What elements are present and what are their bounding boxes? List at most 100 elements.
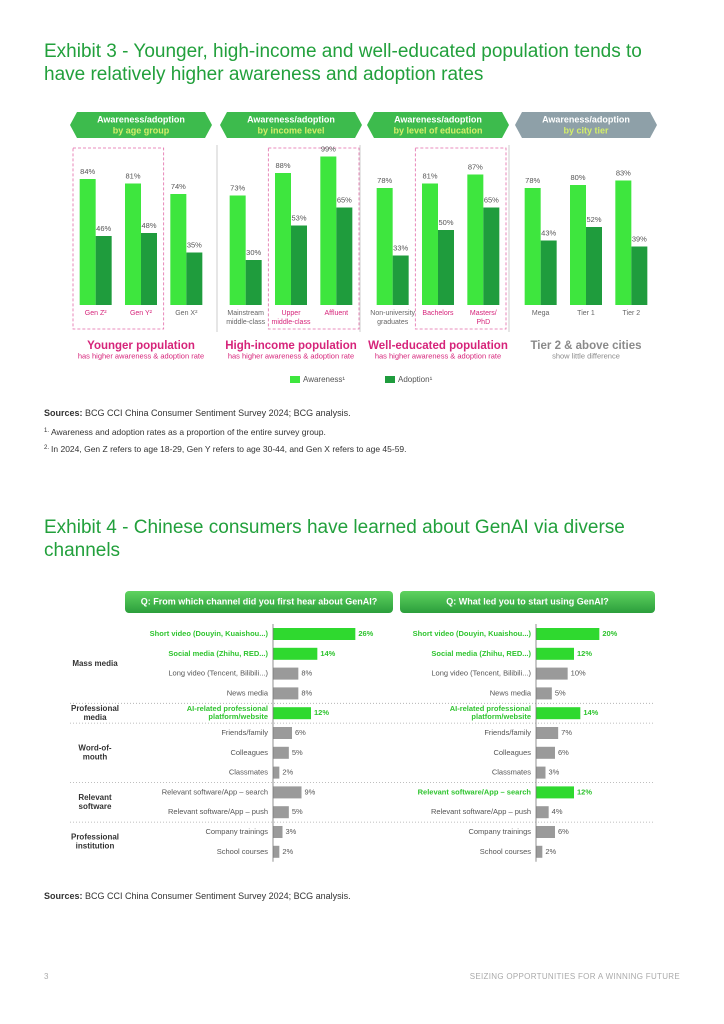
category-label: School courses [217,847,269,856]
panel-header-title: Awareness/adoption [247,114,335,124]
category-label: Long video (Tencent, Bilibili...) [168,669,268,678]
category-label: Gen Y² [130,310,153,317]
bar [536,707,581,720]
group-label: Professional [71,704,119,713]
value-label: 12% [577,787,592,796]
bar [273,806,289,819]
value-label: 8% [301,669,312,678]
bar [536,845,543,858]
panel-header [367,112,509,138]
value-label: 14% [320,649,335,658]
bar [125,183,141,305]
bar [273,628,356,640]
bar [273,845,280,858]
bar [170,194,187,305]
question-text: Q: From which channel did you first hear… [141,596,378,606]
value-label: 33% [393,243,408,252]
category-label: School courses [480,847,532,856]
value-label: 10% [571,669,586,678]
bar [536,628,600,640]
panel-caption-note: show little difference [552,351,620,360]
bar [438,230,454,305]
panel-header-subtitle: by age group [113,125,170,135]
value-label: 7% [561,728,572,737]
category-label: Tier 1 [577,310,595,317]
value-label: 74% [171,182,186,191]
legend-swatch [290,376,300,383]
panel-header-subtitle: by level of education [393,125,482,135]
highlight-box [72,147,165,330]
value-label: 53% [291,213,306,222]
category-label: Short video (Douyin, Kuaishou...) [150,629,269,638]
value-label: 20% [602,629,617,638]
exhibit-title: channels [44,540,120,561]
bar [95,236,112,305]
category-label: Company trainings [468,827,531,836]
panel-header-subtitle: by income level [257,125,324,135]
category-label: AI-related professional [450,704,531,713]
category-label: News media [490,688,532,697]
group-label: software [79,802,112,811]
category-label: platform/website [208,712,268,721]
bar [536,667,568,680]
bar [273,647,318,660]
group-label: Word-of- [78,743,112,752]
group-label: Professional [71,833,119,842]
value-label: 73% [230,183,245,192]
category-label: Relevant software/App – search [162,787,268,796]
sources: Sources: BCG CCI China Consumer Sentimen… [44,891,351,901]
bar [273,687,299,700]
value-label: 2% [282,847,293,856]
bar [273,707,311,720]
value-label: 78% [525,176,540,185]
bar [524,188,541,305]
value-label: 65% [484,195,499,204]
question-text: Q: What led you to start using GenAI? [446,596,609,606]
group-label: Mass media [72,659,118,668]
question-header [400,591,655,613]
value-label: 5% [555,688,566,697]
category-label: Company trainings [205,827,268,836]
page-number: 3 [44,972,49,981]
value-label: 9% [305,787,316,796]
footnote-marker: 1. [44,428,49,434]
category-label: Social media (Zhihu, RED...) [168,649,268,658]
value-label: 65% [337,195,352,204]
value-label: 30% [246,248,261,257]
panel-header [70,112,212,138]
bar [536,806,549,819]
category-label: Classmates [229,768,268,777]
bar [79,179,96,305]
bar [392,255,409,305]
panel-header-subtitle: by city tier [563,125,609,135]
bar [540,240,557,305]
value-label: 8% [301,688,312,697]
bar [336,207,353,305]
category-label: Gen X² [175,310,198,317]
value-label: 2% [282,768,293,777]
category-label: Relevant software/App – push [431,807,531,816]
category-label: Social media (Zhihu, RED...) [431,649,531,658]
value-label: 35% [187,240,202,249]
panel-header [220,112,362,138]
panel-caption-note: has higher awareness & adoption rate [228,351,354,360]
value-label: 52% [586,215,601,224]
value-label: 81% [422,171,437,180]
value-label: 26% [358,629,373,638]
panel-header-title: Awareness/adoption [542,114,630,124]
value-label: 14% [583,708,598,717]
category-label: middle-class [226,319,265,326]
bar [273,727,292,739]
category-label: Gen Z² [85,310,107,317]
sources-text: BCG CCI China Consumer Sentiment Survey … [85,891,351,901]
exhibit-title: Exhibit 4 - Chinese consumers have learn… [44,517,625,538]
bar [536,826,555,838]
legend-swatch [385,376,395,383]
category-label: Short video (Douyin, Kuaishou...) [413,629,532,638]
bar [615,180,632,305]
bar [273,786,302,799]
group-label: Relevant [78,793,112,802]
category-label: Non-university [370,310,415,317]
bar [483,207,500,305]
